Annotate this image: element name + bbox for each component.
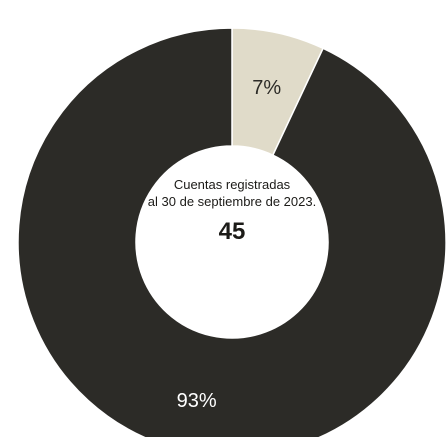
slice-label-2: 93% (177, 390, 217, 412)
slice-labels: 7% 93% (177, 77, 282, 412)
center-caption-line1: Cuentas registradas (173, 177, 291, 192)
slice-2 (17, 27, 447, 437)
center-value: 45 (218, 218, 246, 245)
donut-slices (17, 27, 447, 437)
center-caption-line2: al 30 de septiembre de 2023. (147, 194, 317, 209)
slice-label-1: 7% (252, 77, 281, 99)
center-summary: Cuentas registradas al 30 de septiembre … (114, 176, 350, 246)
